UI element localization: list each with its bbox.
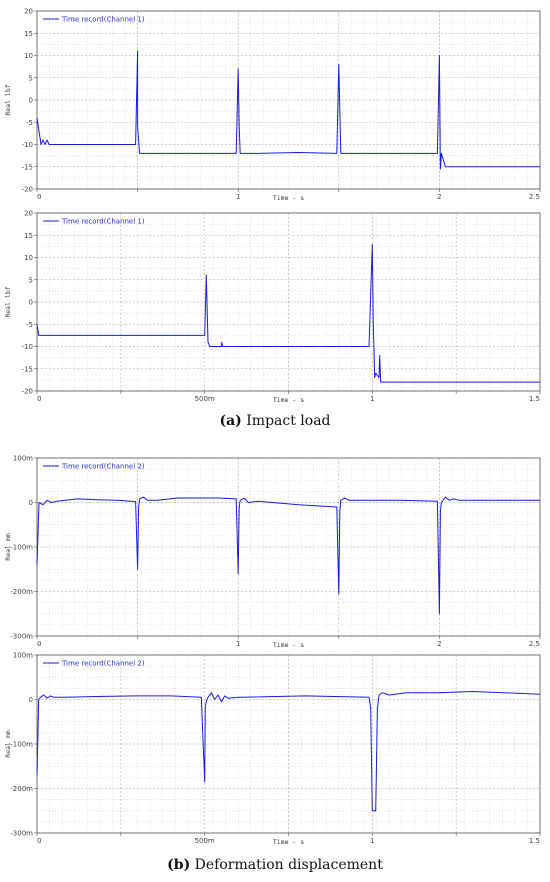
legend-label: Time record(Channel 1) (61, 16, 145, 24)
x-tick-label: 0 (37, 193, 41, 201)
x-tick-label: 0 (37, 395, 41, 403)
y-tick-label: 0 (29, 499, 33, 507)
caption-a-text: Impact load (246, 413, 331, 429)
x-tick-label: 1 (236, 640, 240, 648)
plot-area (37, 11, 540, 189)
x-tick-label: 2 (437, 640, 441, 648)
legend-label: Time record(Channel 2) (61, 660, 145, 668)
x-axis-label: Time - s (273, 641, 304, 649)
series-line (36, 243, 540, 383)
x-tick-label: 2.5 (529, 640, 540, 648)
x-tick-label: 2 (437, 193, 441, 201)
chart-displacement-full: 0 1 2 2.5 -300m -200m -100m 0 100m Time - s Real m… (4, 455, 541, 649)
legend-label: Time record(Channel 1) (61, 218, 145, 226)
chart-impact-load-full: 0 1 2 2.5 -20 -15 -10 -5 0 5 10 15 20 Time - s Real lb… (4, 8, 541, 202)
series-line (36, 691, 541, 812)
chart-impact-load-zoom: 0 500m 1 1.5 -20 -15 -10 -5 0 5 10 15 20 Time - s Real… (4, 210, 541, 404)
y-tick-label: -15 (22, 365, 33, 373)
caption-a-label: (a) (219, 413, 242, 429)
chart-panel-a2: 0 500m 1 1.5 -20 -15 -10 -5 0 5 10 15 20 Time - s Real… (0, 205, 550, 410)
x-tick-label: 2.5 (529, 193, 540, 201)
y-tick-label: -10 (22, 141, 33, 149)
x-tick-label: 1.5 (529, 837, 540, 845)
caption-b-label: (b) (167, 857, 191, 873)
series-line (36, 50, 540, 170)
x-tick-label: 500m (195, 395, 215, 403)
y-tick-label: -300m (10, 633, 33, 641)
caption-b: (b) Deformation displacement (0, 857, 550, 873)
y-tick-label: 15 (24, 30, 33, 38)
series-line (36, 496, 540, 615)
caption-a: (a) Impact load (0, 413, 550, 429)
x-tick-label: 1.5 (529, 395, 540, 403)
y-tick-label: 10 (24, 52, 33, 60)
y-tick-label: -200m (10, 785, 33, 793)
y-axis-label: Real lbf (4, 84, 12, 115)
y-tick-label: 15 (24, 232, 33, 240)
y-tick-label: 5 (29, 276, 33, 284)
x-tick-label: 0 (37, 640, 41, 648)
y-tick-label: 0 (29, 299, 33, 307)
y-tick-label: -300m (10, 830, 33, 838)
y-tick-label: -15 (22, 163, 33, 171)
y-tick-label: 100m (13, 652, 33, 660)
y-tick-label: 5 (29, 74, 33, 82)
plot-area (37, 458, 540, 636)
y-tick-label: -200m (10, 588, 33, 596)
y-tick-label: -5 (26, 321, 33, 329)
x-tick-label: 500m (195, 837, 215, 845)
y-tick-label: -100m (10, 741, 33, 749)
chart-panel-b1: 0 1 2 2.5 -300m -200m -100m 0 100m Time - s Real m… (0, 450, 550, 655)
y-tick-label: 20 (24, 210, 33, 218)
y-tick-label: 10 (24, 254, 33, 262)
x-axis-label: Time - s (273, 396, 304, 404)
y-tick-label: -20 (22, 388, 33, 396)
y-axis-label: Real mm (4, 730, 12, 757)
y-tick-label: 100m (13, 455, 33, 463)
y-tick-label: 0 (29, 97, 33, 105)
y-tick-label: -10 (22, 343, 33, 351)
chart-displacement-zoom: 0 500m 1 1.5 -300m -200m -100m 0 100m Time - s Rea… (4, 652, 541, 846)
y-axis-label: Real mm (4, 533, 12, 560)
x-axis-label: Time - s (273, 838, 304, 846)
caption-b-text: Deformation displacement (194, 857, 383, 873)
x-tick-label: 1 (370, 395, 374, 403)
legend-label: Time record(Channel 2) (61, 463, 145, 471)
x-axis-label: Time - s (273, 194, 304, 202)
y-tick-label: -100m (10, 544, 33, 552)
x-tick-label: 0 (37, 837, 41, 845)
y-tick-label: 20 (24, 8, 33, 16)
y-tick-label: -5 (26, 119, 33, 127)
x-tick-label: 1 (236, 193, 240, 201)
y-tick-label: -20 (22, 186, 33, 194)
y-tick-label: 0 (29, 696, 33, 704)
x-tick-label: 1 (370, 837, 374, 845)
y-axis-label: Real lbf (4, 286, 12, 317)
chart-panel-a1: 0 1 2 2.5 -20 -15 -10 -5 0 5 10 15 20 Time - s Real lb… (0, 3, 550, 208)
chart-panel-b2: 0 500m 1 1.5 -300m -200m -100m 0 100m Time - s Rea… (0, 647, 550, 852)
